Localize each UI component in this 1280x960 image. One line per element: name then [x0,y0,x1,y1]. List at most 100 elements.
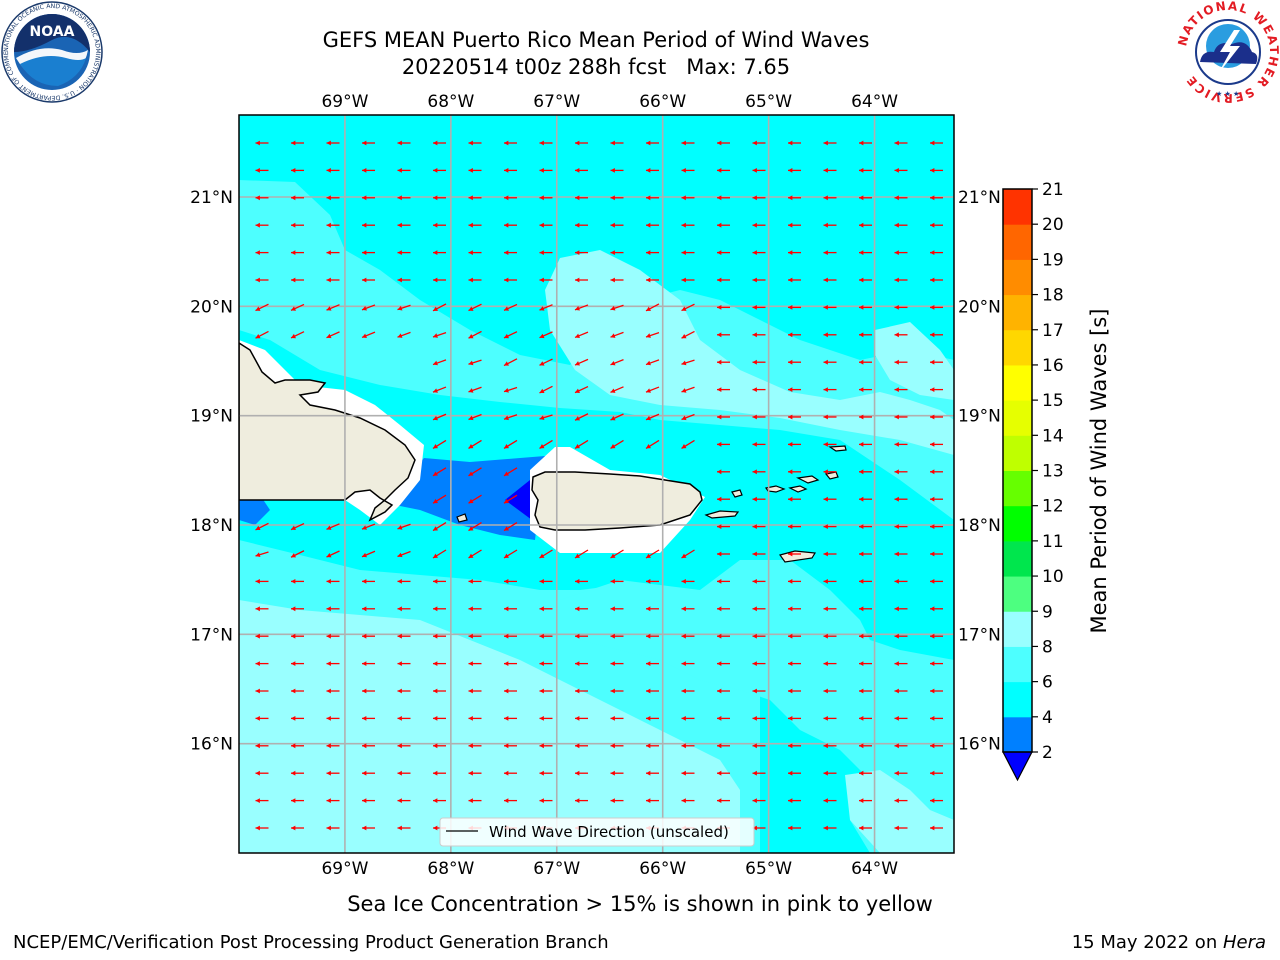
wind-wave-arrow [894,743,908,749]
lon-tick-label-bottom: 68°W [427,859,474,879]
wind-wave-arrow [894,716,908,721]
wind-wave-arrow [503,331,518,339]
wind-wave-arrow [894,798,908,803]
colorbar-segment [1003,259,1032,296]
wind-wave-arrow [468,467,482,477]
colorbar-segment [1003,400,1032,436]
wind-wave-arrow [255,606,269,612]
wind-wave-arrow [575,250,588,255]
lat-tick-label-right: 20°N [958,297,1001,317]
wind-wave-arrow [681,798,695,803]
wind-wave-arrow [894,551,908,557]
vieques-island [704,510,740,519]
wind-wave-arrow [326,798,340,803]
map-legend: Wind Wave Direction (unscaled) [439,817,755,847]
wind-wave-arrow [504,277,517,283]
wind-wave-arrow [468,386,482,393]
wind-wave-arrow [717,250,730,255]
colorbar-tick-label: 12 [1042,497,1064,517]
wind-wave-arrow [503,303,518,311]
wind-wave-arrow [823,469,837,475]
lat-tick-label-left: 17°N [190,625,233,645]
wind-wave-arrow [930,168,943,173]
wind-wave-arrow [468,413,482,421]
wind-wave-arrow [539,385,553,394]
wind-wave-arrow [859,716,872,721]
wind-wave-arrow [930,688,943,694]
wind-wave-arrow [433,770,446,776]
wind-wave-arrow [752,825,766,831]
wind-wave-arrow [574,358,589,366]
tortola-island [796,475,820,484]
colorbar-segment [1003,224,1032,260]
wind-wave-arrow [468,330,482,339]
wind-wave-arrow [681,743,695,749]
wind-wave-arrows [255,140,943,831]
wind-wave-arrow [717,414,730,420]
wind-wave-arrow [326,250,340,255]
wind-wave-arrow [894,524,908,529]
lat-tick-label-left: 20°N [190,297,233,317]
colorbar-tick-label: 6 [1042,673,1053,693]
wind-wave-arrow [503,494,518,504]
wind-wave-arrow [504,743,517,749]
wind-wave-arrow [823,825,837,831]
lon-tick-label-top: 67°W [533,92,580,112]
footer-date-text: 15 May 2022 on [1071,932,1223,953]
wind-wave-arrow [752,387,766,392]
colorbar-tick-label: 13 [1042,462,1064,482]
wind-wave-arrow [468,579,482,584]
wind-wave-arrow [326,140,340,146]
wind-wave-arrow [859,770,872,776]
culebra-island [731,489,743,498]
wind-wave-arrow [823,168,837,173]
wind-wave-arrow [433,633,446,639]
wind-wave-arrow [574,439,589,449]
wind-wave-arrow [717,716,730,721]
wind-wave-arrow [681,386,695,393]
wind-wave-arrow [255,661,269,666]
wind-wave-arrow [610,413,624,421]
colorbar-segment [1003,329,1032,366]
wind-wave-arrow [291,168,304,173]
wind-wave-arrow [610,439,624,449]
wind-wave-arrow [362,770,375,776]
lat-tick-label-right: 18°N [958,516,1001,536]
wind-wave-arrow [646,277,659,283]
wind-wave-arrow [503,467,518,477]
wind-wave-arrow [681,413,695,421]
wind-wave-arrow [859,332,872,338]
period-band-under-2 [505,480,532,520]
wind-wave-arrow [326,743,340,749]
noaa-logo: NATIONAL OCEANIC AND ATMOSPHERIC ADMINIS… [0,0,103,103]
wind-wave-arrow [433,222,446,228]
wind-wave-arrow [575,195,588,201]
wind-wave-arrow [574,413,589,421]
wind-wave-arrow [717,195,730,201]
wind-wave-arrow [788,359,801,365]
wind-wave-arrow [504,770,517,776]
wind-wave-arrow [717,168,730,173]
wind-wave-arrow [397,661,411,666]
colorbar-tick-label: 8 [1042,637,1053,657]
wind-wave-arrow [397,743,411,749]
wind-wave-arrow [504,250,517,255]
wind-wave-arrow [397,579,411,584]
wind-wave-arrow [717,551,730,557]
wind-wave-arrow [894,770,908,776]
wind-wave-arrow [539,633,553,639]
wind-wave-arrow [362,633,375,639]
wind-wave-arrow [255,330,269,339]
wind-wave-arrow [432,386,447,393]
wind-wave-arrow [326,304,340,311]
period-band-8-9-northeast-2 [875,322,954,400]
wind-wave-arrow [823,551,837,557]
wind-wave-arrow [788,442,801,447]
wind-wave-arrow [930,716,943,721]
lon-tick-label-top: 66°W [639,92,686,112]
wind-wave-arrow [539,331,553,339]
colorbar-segment [1003,505,1032,542]
wind-wave-arrow [823,496,837,502]
wind-wave-arrow [681,579,695,584]
